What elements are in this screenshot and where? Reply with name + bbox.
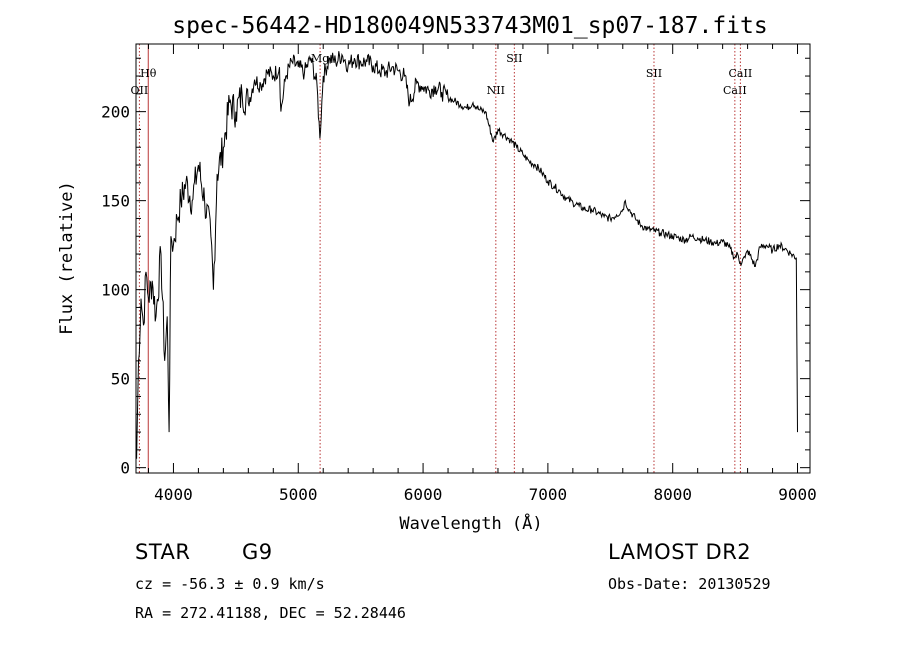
survey-name: LAMOST DR2 xyxy=(608,540,752,564)
spectral-line-markers: Hθ OII Mg NII SII SII CaII CaII xyxy=(131,44,753,473)
observation-date: Obs-Date: 20130529 xyxy=(608,575,771,593)
y-tick-label: 0 xyxy=(120,459,130,478)
spectral-line-label: Mg xyxy=(311,52,329,65)
chart-title: spec-56442-HD180049N533743M01_sp07-187.f… xyxy=(172,13,767,39)
x-axis-ticks: 4000 5000 6000 7000 8000 9000 xyxy=(147,44,817,504)
x-tick-label: 4000 xyxy=(154,485,193,504)
spectrum-series-line xyxy=(136,51,798,459)
x-tick-label: 8000 xyxy=(653,485,692,504)
y-axis-ticks: 0 50 100 150 200 xyxy=(101,57,810,478)
y-tick-label: 50 xyxy=(111,370,130,389)
spectral-line-label: NII xyxy=(487,84,505,97)
y-tick-label: 150 xyxy=(101,192,130,211)
x-tick-label: 7000 xyxy=(529,485,568,504)
spectral-line-label: CaII xyxy=(729,67,753,80)
x-tick-label: 5000 xyxy=(279,485,318,504)
x-axis-label: Wavelength (Å) xyxy=(399,512,542,534)
object-subclass: G9 xyxy=(242,540,273,564)
spectral-line-label: Hθ xyxy=(140,67,157,80)
y-tick-label: 200 xyxy=(101,103,130,122)
x-tick-label: 9000 xyxy=(778,485,817,504)
spectral-line-label: SII xyxy=(646,67,662,80)
spectral-line-label: CaII xyxy=(723,84,747,97)
redshift-value: cz = -56.3 ± 0.9 km/s xyxy=(135,575,325,593)
spectral-line-label: OII xyxy=(131,84,149,97)
y-tick-label: 100 xyxy=(101,281,130,300)
x-tick-label: 6000 xyxy=(404,485,443,504)
coordinates: RA = 272.41188, DEC = 52.28446 xyxy=(135,604,406,622)
object-class: STAR xyxy=(135,540,191,564)
spectral-line-label: SII xyxy=(506,52,522,65)
y-axis-label: Flux (relative) xyxy=(57,181,77,335)
